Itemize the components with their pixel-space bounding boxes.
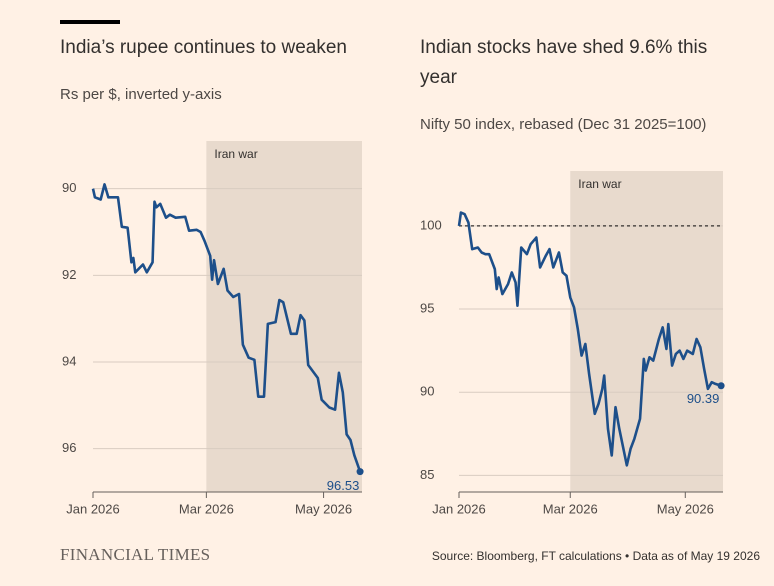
data-line <box>91 183 362 473</box>
shade-label: Iran war <box>214 147 257 161</box>
chart-subtitle: Nifty 50 index, rebased (Dec 31 2025=100… <box>420 116 707 133</box>
end-label: 90.39 <box>687 391 720 406</box>
y-tick-label: 90 <box>62 180 76 195</box>
shaded-period <box>206 141 362 492</box>
y-tick-label: 94 <box>62 353 76 368</box>
x-tick-label: Mar 2026 <box>543 501 598 516</box>
y-tick-label: 100 <box>420 217 442 232</box>
chart-title: Indian stocks have shed 9.6% this year <box>420 37 708 88</box>
chart-subtitle: Rs per $, inverted y-axis <box>60 86 222 103</box>
x-tick-label: Jan 2026 <box>66 501 120 516</box>
data-line <box>457 211 722 467</box>
end-point <box>356 468 364 476</box>
y-tick-label: 90 <box>420 384 434 399</box>
shaded-period <box>570 171 723 492</box>
chart-title: India’s rupee continues to weaken <box>60 37 347 58</box>
y-tick-label: 95 <box>420 300 434 315</box>
end-label: 96.53 <box>327 478 360 493</box>
brand: FINANCIAL TIMES <box>60 545 211 564</box>
x-tick-label: May 2026 <box>295 501 352 516</box>
source-note: Source: Bloomberg, FT calculations • Dat… <box>431 549 760 563</box>
y-tick-label: 92 <box>62 267 76 282</box>
x-tick-label: Mar 2026 <box>179 501 234 516</box>
y-tick-label: 96 <box>62 440 76 455</box>
shade-label: Iran war <box>578 177 621 191</box>
header-bar <box>60 20 120 24</box>
end-point <box>717 382 725 390</box>
y-tick-label: 85 <box>420 467 434 482</box>
x-tick-label: Jan 2026 <box>432 501 486 516</box>
x-tick-label: May 2026 <box>657 501 714 516</box>
